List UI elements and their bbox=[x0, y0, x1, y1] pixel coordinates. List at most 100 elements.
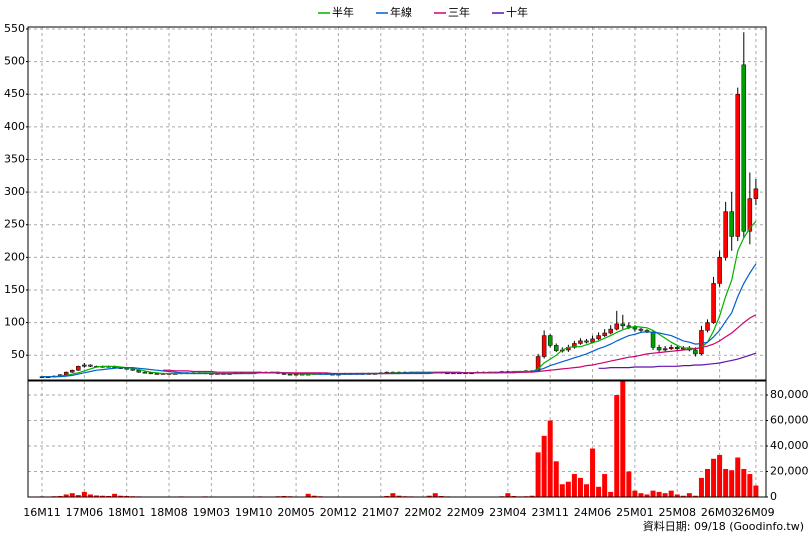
candle-body bbox=[675, 347, 680, 349]
volume-bar bbox=[692, 495, 698, 497]
panel-frame bbox=[27, 26, 767, 381]
legend-label: 十年 bbox=[506, 5, 528, 19]
volume-bar bbox=[747, 474, 753, 497]
volume-bar bbox=[674, 494, 680, 497]
volume-bar bbox=[729, 470, 735, 497]
volume-bar bbox=[106, 495, 112, 497]
ma-line bbox=[598, 352, 757, 369]
candle-body bbox=[626, 325, 632, 328]
candle-body bbox=[130, 368, 135, 371]
candle-body bbox=[541, 335, 547, 357]
legend-label: 半年 bbox=[332, 5, 354, 19]
volume-bar bbox=[505, 493, 511, 497]
x-tick-label: 17M06 bbox=[66, 506, 104, 519]
volume-bar bbox=[656, 491, 662, 497]
candle-body bbox=[148, 372, 154, 375]
volume-bar bbox=[668, 490, 674, 497]
candle-body bbox=[699, 330, 704, 355]
x-tick-label: 19M10 bbox=[235, 506, 273, 519]
candle-body bbox=[293, 373, 299, 376]
y-tick-label: 50 bbox=[11, 348, 25, 361]
volume-bar bbox=[69, 493, 75, 497]
x-tick-label: 20M12 bbox=[320, 506, 358, 519]
y-tick-label: 300 bbox=[4, 185, 25, 198]
candle-body bbox=[547, 335, 553, 346]
x-tick-label: 18M01 bbox=[108, 506, 146, 519]
candle-body bbox=[608, 328, 613, 334]
volume-bar bbox=[717, 454, 723, 497]
volume-bar bbox=[396, 495, 402, 497]
volume-bar bbox=[698, 477, 704, 497]
volume-bar bbox=[93, 495, 99, 497]
candle-body bbox=[124, 368, 129, 370]
volume-bar bbox=[75, 495, 81, 497]
volume-bar bbox=[608, 491, 614, 497]
volume-bar bbox=[711, 458, 717, 497]
volume-bar bbox=[124, 495, 130, 497]
volume-bar bbox=[723, 468, 729, 497]
volume-bar bbox=[590, 448, 596, 497]
candle-body bbox=[584, 340, 589, 343]
y-tick-label: 20,000 bbox=[770, 465, 808, 478]
volume-bar bbox=[686, 493, 692, 497]
x-tick-label: 23M04 bbox=[489, 506, 527, 519]
y-tick-label: 400 bbox=[4, 120, 25, 133]
y-tick-label: 60,000 bbox=[770, 414, 808, 427]
ma-line bbox=[163, 314, 757, 375]
candle-body bbox=[281, 373, 287, 375]
volume-bar bbox=[753, 485, 759, 497]
candle-body bbox=[614, 323, 619, 330]
volume-bar bbox=[541, 435, 547, 497]
x-tick-label: 23M11 bbox=[531, 506, 569, 519]
y-tick-label: 450 bbox=[4, 87, 25, 100]
volume-bar bbox=[638, 493, 644, 497]
volume-bar bbox=[614, 395, 620, 497]
volume-bar bbox=[741, 468, 747, 497]
y-tick-label: 100 bbox=[4, 316, 25, 329]
x-tick-label: 26M09 bbox=[737, 506, 775, 519]
volume-bar bbox=[650, 490, 656, 497]
candle-body bbox=[747, 198, 753, 232]
y-tick-label: 350 bbox=[4, 152, 25, 165]
x-tick-label: 22M09 bbox=[447, 506, 485, 519]
candle-body bbox=[729, 211, 734, 237]
volume-bar bbox=[680, 495, 686, 497]
volume-bar bbox=[644, 494, 650, 497]
volume-bar bbox=[118, 495, 124, 497]
candle-body bbox=[753, 188, 759, 199]
x-tick-label: 26M03 bbox=[701, 506, 739, 519]
volume-bar bbox=[384, 495, 390, 497]
candle-body bbox=[88, 364, 93, 367]
candle-body bbox=[620, 323, 626, 327]
volume-bar bbox=[584, 484, 589, 497]
volume-bar bbox=[602, 474, 608, 497]
candle-body bbox=[656, 347, 662, 351]
volume-bar bbox=[553, 461, 559, 497]
volume-bar bbox=[81, 491, 87, 497]
y-tick-label: 250 bbox=[4, 218, 25, 231]
x-tick-label: 18M08 bbox=[150, 506, 188, 519]
volume-bar bbox=[632, 490, 638, 497]
x-tick-label: 19M03 bbox=[193, 506, 231, 519]
legend-label: 年線 bbox=[390, 5, 412, 19]
candle-body bbox=[723, 211, 728, 258]
candle-body bbox=[535, 356, 541, 372]
volume-bar bbox=[547, 420, 553, 497]
x-tick-label: 20M05 bbox=[277, 506, 315, 519]
x-tick-label: 24M06 bbox=[574, 506, 612, 519]
candle-body bbox=[76, 366, 81, 371]
candle-body bbox=[596, 335, 601, 340]
volume-bar bbox=[426, 495, 432, 497]
x-tick-label: 21M07 bbox=[362, 506, 400, 519]
volume-bar bbox=[112, 493, 118, 497]
volume-bar bbox=[735, 457, 741, 497]
volume-bar bbox=[281, 495, 287, 497]
candle-body bbox=[668, 347, 674, 349]
volume-bar bbox=[705, 468, 710, 497]
candle-body bbox=[554, 345, 559, 351]
volume-bar bbox=[511, 495, 517, 497]
candle-body bbox=[735, 93, 740, 237]
volume-bar bbox=[529, 495, 535, 497]
candle-body bbox=[711, 283, 716, 323]
candle-body bbox=[741, 64, 747, 232]
